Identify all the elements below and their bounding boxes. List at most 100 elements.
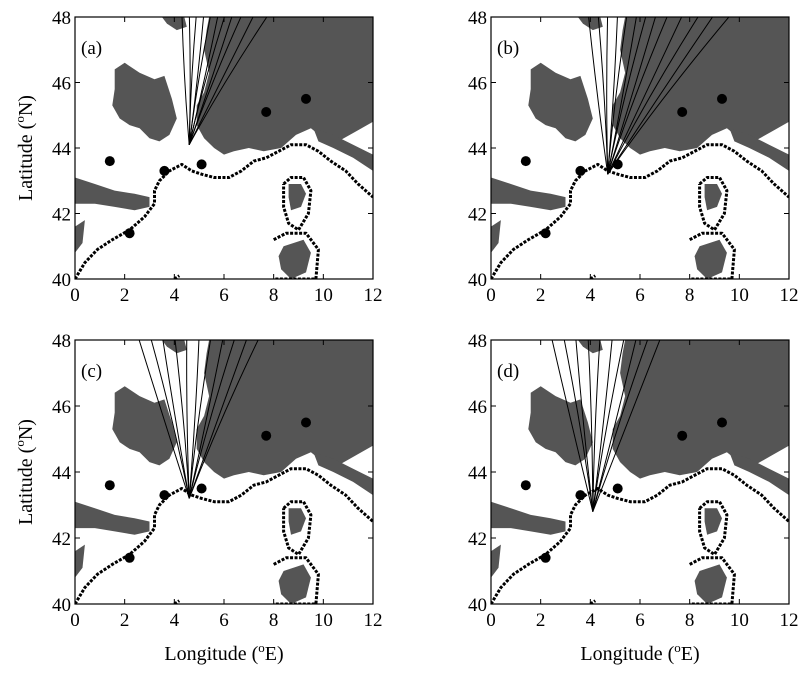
station-marker — [575, 165, 586, 176]
trajectory-line — [188, 340, 235, 499]
isobath-line — [272, 556, 320, 604]
station-marker — [540, 228, 551, 239]
x-tick-label: 2 — [536, 285, 546, 306]
y-tick-label: 48 — [52, 331, 71, 352]
trajectory-line — [188, 17, 197, 145]
y-tick-label: 40 — [52, 270, 71, 291]
panel-label: (a) — [81, 38, 102, 59]
trajectory-line — [186, 340, 190, 499]
land-mass — [729, 128, 789, 171]
x-tick-label: 6 — [635, 610, 645, 631]
trajectory-line — [150, 340, 190, 499]
y-tick-label: 40 — [468, 270, 487, 291]
trajectory-line — [138, 340, 190, 499]
trajectory-line — [607, 17, 647, 175]
x-tick-label: 4 — [170, 285, 180, 306]
land-mass — [313, 452, 373, 496]
land-mass — [75, 544, 85, 578]
trajectory-line — [575, 340, 594, 512]
trajectory-line — [188, 17, 225, 145]
trajectory-line — [188, 340, 212, 499]
x-tick-label: 0 — [486, 285, 496, 306]
station-marker — [575, 490, 586, 501]
x-tick-label: 12 — [780, 285, 799, 306]
land-mass — [161, 17, 187, 31]
trajectory-line — [606, 17, 609, 175]
y-tick-label: 44 — [468, 139, 488, 160]
trajectory-line — [181, 17, 190, 145]
y-tick-label: 48 — [468, 331, 487, 352]
trajectory-line — [188, 17, 268, 145]
y-tick-label: 42 — [468, 529, 487, 550]
x-tick-label: 0 — [70, 285, 80, 306]
trajectory-line — [607, 17, 683, 175]
trajectory-line — [592, 340, 613, 512]
y-tick-label: 48 — [468, 8, 487, 29]
trajectory-line — [174, 340, 190, 499]
y-tick-label: 40 — [52, 595, 71, 616]
station-marker — [717, 93, 727, 104]
map-area — [75, 340, 373, 604]
x-tick-label: 6 — [219, 610, 229, 631]
land-mass — [75, 177, 150, 211]
panel-label: (c) — [81, 361, 102, 382]
land-mass — [491, 501, 566, 535]
land-mass — [161, 340, 187, 354]
land-mass — [528, 62, 593, 142]
land-mass — [694, 564, 727, 604]
isobath-line — [698, 500, 729, 556]
trajectory-line — [188, 340, 259, 499]
y-axis-label: Latitude (oN) — [12, 419, 37, 525]
y-tick-label: 40 — [468, 595, 487, 616]
map-area — [491, 17, 789, 279]
x-tick-label: 6 — [219, 285, 229, 306]
station-marker — [520, 156, 531, 167]
land-mass — [704, 184, 722, 211]
x-tick-label: 2 — [536, 610, 546, 631]
trajectory-line — [563, 340, 594, 512]
isobath-line — [75, 143, 373, 279]
trajectory-line — [607, 17, 628, 175]
x-tick-label: 4 — [586, 610, 596, 631]
trajectory-line — [592, 340, 649, 512]
land-mass — [528, 386, 593, 466]
x-axis-label: Longitude (oE) — [164, 640, 283, 665]
land-mass — [75, 220, 85, 253]
station-marker — [124, 552, 135, 563]
land-mass — [196, 340, 373, 479]
land-mass — [491, 177, 566, 211]
land-mass — [612, 17, 789, 155]
station-marker — [540, 552, 551, 563]
x-tick-label: 10 — [314, 285, 333, 306]
land-mass — [288, 508, 306, 535]
isobath-line — [282, 500, 313, 556]
isobath-line — [273, 231, 320, 279]
y-tick-label: 48 — [52, 8, 71, 29]
land-mass — [278, 564, 311, 604]
y-tick-label: 46 — [468, 74, 487, 95]
x-tick-label: 10 — [314, 610, 333, 631]
x-tick-label: 2 — [120, 610, 130, 631]
station-marker — [196, 483, 207, 494]
trajectory-line — [188, 17, 242, 145]
land-mass — [491, 220, 501, 253]
land-mass — [694, 239, 727, 279]
land-mass — [577, 340, 603, 354]
x-tick-label: 6 — [635, 285, 645, 306]
x-tick-label: 4 — [586, 285, 596, 306]
land-mass — [112, 386, 177, 466]
station-marker — [261, 107, 272, 117]
trajectory-line — [592, 340, 601, 512]
y-tick-label: 42 — [52, 529, 71, 550]
x-tick-label: 8 — [685, 610, 695, 631]
station-marker — [301, 417, 311, 428]
trajectory-line — [592, 340, 625, 512]
isobath-line — [698, 176, 729, 232]
station-marker — [301, 93, 311, 104]
trajectory-line — [592, 340, 661, 512]
y-tick-label: 46 — [52, 74, 71, 95]
x-tick-label: 0 — [70, 610, 80, 631]
